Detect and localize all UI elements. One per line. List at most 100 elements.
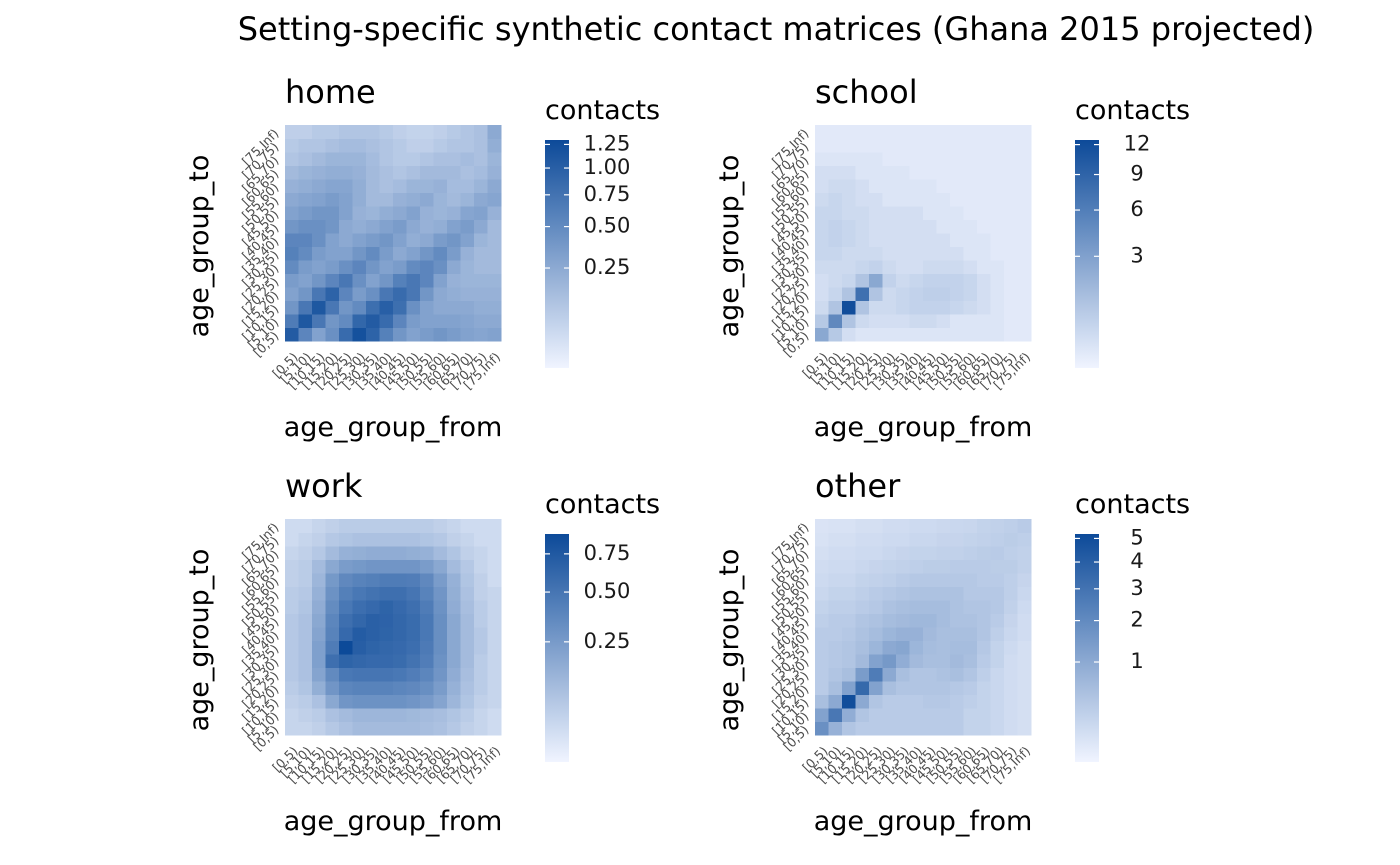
heatmap-cell: [950, 152, 964, 166]
heatmap-cell: [963, 586, 978, 601]
heatmap-cell: [325, 273, 340, 288]
heatmap-cell: [312, 260, 326, 274]
heatmap-cell: [447, 654, 461, 668]
heatmap-cell: [325, 125, 340, 139]
heatmap-cell: [855, 667, 870, 682]
heatmap-cell: [325, 287, 340, 301]
heatmap-cell: [379, 681, 394, 695]
heatmap-cell: [1017, 179, 1032, 193]
heatmap-cell: [936, 613, 951, 628]
heatmap-cell: [950, 327, 964, 342]
heatmap-cell: [855, 654, 870, 668]
heatmap-cell: [285, 708, 299, 722]
heatmap-cell: [869, 273, 883, 288]
heatmap-cell: [963, 721, 978, 736]
heatmap-cell: [923, 681, 937, 695]
heatmap-cell: [339, 573, 353, 587]
heatmap-cell: [990, 586, 1005, 601]
heatmap-cell: [950, 654, 964, 668]
heatmap-cell: [447, 519, 461, 533]
heatmap-cell: [882, 627, 897, 641]
heatmap-cell: [393, 708, 407, 722]
heatmap-cell: [815, 192, 829, 207]
heatmap-cell: [842, 152, 856, 166]
heatmap-cell: [312, 300, 326, 315]
heatmap-cell: [447, 300, 461, 315]
heatmap-cell: [842, 681, 856, 695]
legend-tick-label: 0.25: [584, 255, 631, 279]
heatmap-cell: [842, 654, 856, 668]
heatmap-cell: [379, 233, 394, 247]
heatmap-cell: [325, 694, 340, 709]
heatmap-cell: [487, 681, 502, 695]
heatmap-cell: [406, 681, 421, 695]
heatmap-cell: [977, 327, 991, 342]
heatmap-cell: [815, 179, 829, 193]
heatmap-cell: [352, 721, 367, 736]
heatmap-cell: [923, 627, 937, 641]
heatmap-cell: [869, 600, 883, 614]
heatmap-cell: [433, 681, 448, 695]
heatmap-cell: [909, 681, 924, 695]
heatmap-cell: [990, 192, 1005, 207]
heatmap-cell: [447, 627, 461, 641]
heatmap-cell: [298, 667, 313, 682]
heatmap-cell: [1004, 192, 1018, 207]
heatmap-cell: [298, 708, 313, 722]
heatmap-cell: [339, 559, 353, 574]
heatmap-cell: [855, 233, 870, 247]
heatmap-cell: [936, 192, 951, 207]
heatmap-cell: [447, 559, 461, 574]
heatmap-cell: [474, 613, 488, 628]
heatmap-cell: [312, 152, 326, 166]
heatmap-cell: [882, 694, 897, 709]
heatmap-cell: [447, 721, 461, 736]
heatmap-cell: [406, 721, 421, 736]
heatmap-cell: [420, 192, 434, 207]
heatmap-cell: [896, 273, 910, 288]
heatmap-cell: [487, 260, 502, 274]
heatmap-cell: [977, 152, 991, 166]
heatmap-cell: [339, 138, 353, 153]
legend-tick-label: 1.00: [584, 155, 631, 179]
heatmap-cell: [325, 206, 340, 220]
heatmap-cell: [406, 165, 421, 180]
heatmap-cell: [869, 546, 883, 560]
heatmap-cell: [990, 273, 1005, 288]
heatmap-cell: [285, 314, 299, 328]
heatmap-cell: [896, 613, 910, 628]
heatmap-cell: [312, 640, 326, 655]
heatmap-cell: [828, 627, 843, 641]
heatmap-cell: [325, 613, 340, 628]
heatmap-cell: [882, 273, 897, 288]
heatmap-cell: [420, 600, 434, 614]
heatmap-cell: [923, 708, 937, 722]
heatmap-cell: [352, 667, 367, 682]
x-axis-title: age_group_from: [814, 412, 1033, 443]
heatmap-cell: [379, 287, 394, 301]
heatmap-cell: [406, 327, 421, 342]
heatmap-cell: [487, 640, 502, 655]
heatmap-cell: [896, 654, 910, 668]
heatmap-cell: [923, 179, 937, 193]
heatmap-cell: [447, 681, 461, 695]
heatmap-cell: [433, 233, 448, 247]
heatmap-cell: [977, 613, 991, 628]
heatmap-cell: [828, 546, 843, 560]
heatmap-cell: [366, 681, 380, 695]
heatmap-cell: [420, 233, 434, 247]
heatmap-cell: [339, 721, 353, 736]
heatmap-cell: [815, 138, 829, 153]
heatmap-cell: [460, 192, 475, 207]
heatmap-cell: [896, 721, 910, 736]
heatmap-cell: [298, 681, 313, 695]
heatmap-cell: [325, 654, 340, 668]
heatmap-cell: [312, 206, 326, 220]
heatmap-cell: [474, 300, 488, 315]
heatmap-cell: [855, 708, 870, 722]
heatmap-cell: [828, 681, 843, 695]
heatmap-cell: [882, 721, 897, 736]
heatmap-cell: [393, 260, 407, 274]
heatmap-cell: [828, 667, 843, 682]
heatmap-cell: [909, 287, 924, 301]
